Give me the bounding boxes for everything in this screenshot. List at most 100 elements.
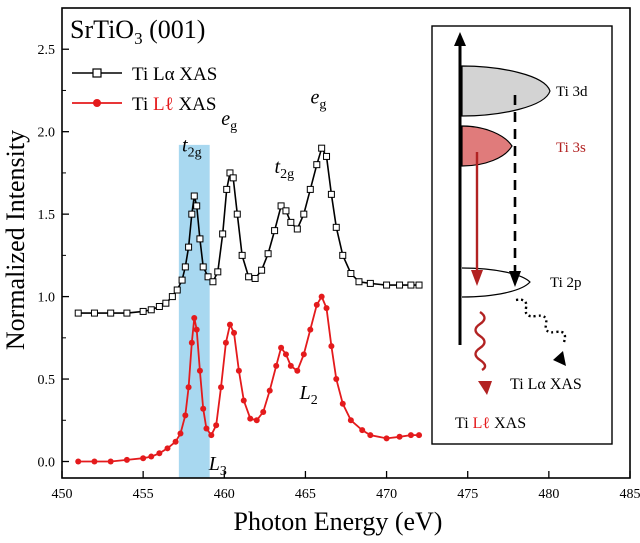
- data-point: [172, 438, 179, 445]
- x-tick-label: 475: [457, 487, 478, 502]
- data-point: [415, 281, 423, 289]
- data-point: [164, 445, 171, 452]
- data-point: [188, 339, 195, 346]
- data-point: [162, 299, 170, 307]
- x-tick-label: 455: [133, 487, 154, 502]
- data-point: [383, 435, 390, 442]
- data-point: [327, 190, 335, 198]
- data-point: [123, 309, 131, 317]
- data-point: [178, 276, 186, 284]
- x-tick-label: 470: [376, 487, 397, 502]
- chart-title-base: SrTiO: [70, 15, 134, 44]
- data-point: [231, 329, 238, 336]
- data-point: [332, 223, 340, 231]
- x-tick-label: 480: [538, 487, 559, 502]
- data-point: [139, 307, 147, 315]
- y-axis-title: Normalized Intensity: [1, 130, 30, 350]
- data-point: [339, 251, 347, 259]
- data-point: [278, 344, 285, 351]
- legend-label-ti-ll-pre: Ti: [132, 94, 153, 115]
- data-point: [181, 263, 189, 271]
- data-point: [196, 367, 203, 374]
- data-point: [407, 281, 415, 289]
- x-tick-label: 450: [52, 487, 73, 502]
- peak-label-base: t: [182, 134, 188, 156]
- data-point: [193, 202, 201, 210]
- ti-2p-level: [461, 267, 531, 298]
- data-point: [294, 367, 301, 374]
- data-point: [347, 270, 355, 278]
- data-point: [182, 412, 189, 419]
- peak-label-sub: 2: [311, 393, 318, 408]
- peak-label-sub: g: [319, 98, 326, 113]
- data-point: [213, 422, 220, 429]
- data-point: [238, 251, 246, 259]
- data-point: [318, 293, 325, 300]
- red-emission-arrowhead: [478, 381, 492, 395]
- data-point: [258, 266, 266, 274]
- peak-label: L3: [208, 453, 227, 479]
- data-point: [233, 210, 241, 218]
- peak-label: L2: [299, 382, 318, 408]
- data-point: [235, 367, 242, 374]
- series-group: [74, 144, 423, 465]
- peak-label-base: L: [299, 382, 311, 404]
- series-ti-la-xas: [74, 144, 423, 317]
- data-point: [260, 409, 267, 416]
- data-point: [367, 432, 374, 439]
- inset-output-ti-ll-mid: Lℓ: [473, 415, 491, 432]
- data-point: [313, 161, 321, 169]
- data-point: [140, 455, 147, 462]
- data-point: [240, 397, 247, 404]
- data-point: [273, 362, 280, 369]
- data-point: [173, 286, 181, 294]
- peak-label-base: L: [208, 453, 220, 475]
- data-point: [282, 351, 289, 358]
- data-point: [300, 351, 307, 358]
- legend-marker-ti-ll: [93, 99, 101, 107]
- data-point: [199, 263, 207, 271]
- data-point: [306, 185, 314, 193]
- level-label-ti-3d: Ti 3d: [556, 84, 588, 100]
- ti-3s-band: [461, 125, 513, 167]
- inset-energy-arrowhead: [454, 32, 466, 46]
- data-point: [396, 281, 404, 289]
- series-line: [78, 146, 419, 314]
- data-point: [208, 432, 215, 439]
- level-label-ti-3s: Ti 3s: [556, 140, 586, 156]
- data-point: [271, 227, 279, 235]
- peak-label-base: e: [310, 87, 319, 109]
- data-point: [407, 432, 414, 439]
- inset-output-ti-ll-pre: Ti: [455, 415, 473, 432]
- legend-label-ti-ll-post: XAS: [174, 94, 217, 115]
- data-point: [359, 427, 366, 434]
- data-point: [323, 305, 330, 312]
- black-emission-wave: [515, 298, 567, 343]
- data-point: [147, 306, 155, 314]
- y-tick-label: 2.0: [38, 126, 56, 141]
- data-point: [318, 144, 326, 152]
- data-point: [396, 433, 403, 440]
- data-point: [333, 376, 340, 383]
- inset-output-ti-la: Ti Lα XAS: [510, 376, 582, 393]
- y-tick-label: 2.5: [38, 43, 56, 58]
- data-point: [90, 309, 98, 317]
- data-point: [75, 458, 82, 465]
- level-label-ti-2p: Ti 2p: [550, 275, 582, 291]
- data-point: [107, 309, 115, 317]
- x-tick-label: 460: [214, 487, 235, 502]
- data-point: [193, 326, 200, 333]
- x-axis-title: Photon Energy (eV): [234, 507, 443, 536]
- legend-marker-ti-la: [92, 68, 102, 78]
- red-transition-arrowhead: [471, 270, 483, 286]
- data-point: [266, 387, 273, 394]
- data-point: [347, 417, 354, 424]
- peak-label: eg: [310, 87, 326, 113]
- data-point: [253, 417, 260, 424]
- chart-title-sub: 3: [134, 29, 143, 48]
- data-point: [200, 405, 207, 412]
- y-tick-label: 0.5: [38, 373, 56, 388]
- peak-label-sub: g: [230, 119, 237, 134]
- data-point: [74, 309, 82, 317]
